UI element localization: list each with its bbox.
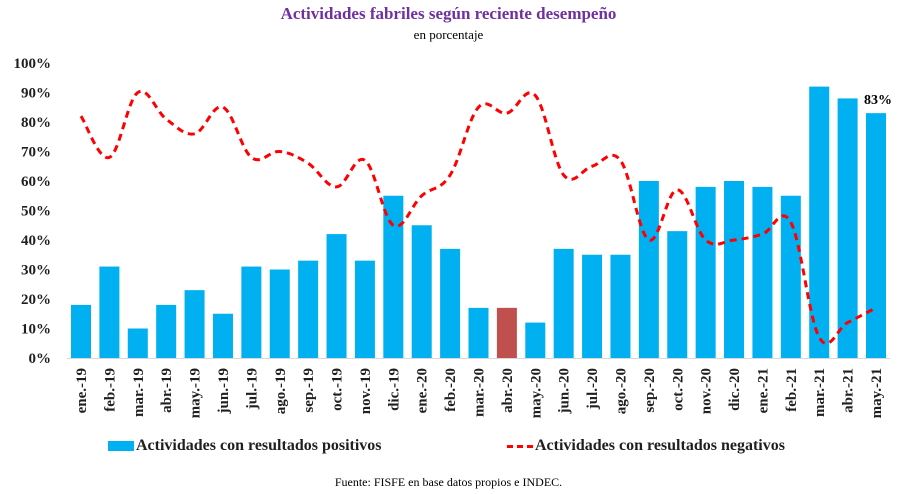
- y-tick-label: 90%: [21, 86, 51, 102]
- legend-label-negative: Actividades con resultados negativos: [535, 437, 785, 454]
- data-label-may.-21: 83%: [864, 93, 892, 108]
- y-tick-label: 60%: [21, 174, 51, 190]
- x-tick-label: oct.-20: [670, 368, 686, 411]
- bar-feb.-19: [99, 266, 120, 358]
- x-tick-label: dic.-19: [386, 368, 402, 411]
- y-axis-ticks: 0% 10% 20% 30% 40% 50% 60% 70% 80% 90% 100%: [14, 56, 52, 367]
- x-tick-label: ago.-20: [613, 368, 629, 414]
- chart-title: Actividades fabriles según reciente dese…: [280, 4, 617, 23]
- x-tick-label: may.-21: [869, 368, 885, 418]
- x-tick-label: oct.-19: [330, 368, 346, 411]
- bar-nov.-19: [354, 260, 375, 358]
- bar-jun.-19: [212, 313, 233, 358]
- y-tick-label: 50%: [21, 204, 51, 220]
- legend-item-positive: Actividades con resultados positivos: [108, 437, 382, 455]
- bar-oct.-20: [667, 231, 688, 358]
- y-tick-label: 30%: [21, 263, 51, 279]
- x-tick-label: may.-20: [528, 368, 544, 418]
- bar-feb.-21: [780, 195, 801, 358]
- bar-dic.-19: [383, 195, 404, 358]
- y-tick-label: 100%: [14, 56, 52, 72]
- x-tick-label: mar.-19: [131, 368, 147, 417]
- bar-abr.-19: [156, 304, 177, 358]
- bar-jul.-20: [582, 254, 603, 358]
- bar-mar.-21: [809, 86, 830, 358]
- bar-abr.-21: [837, 98, 858, 359]
- x-tick-label: abr.-19: [159, 368, 175, 413]
- chart-subtitle: en porcentaje: [413, 27, 484, 42]
- x-tick-label: feb.-21: [784, 368, 800, 412]
- x-axis-ticks: ene.-19 feb.-19 mar.-19 abr.-19 may.-19 jun.-…: [74, 368, 885, 418]
- x-tick-label: feb.-19: [102, 368, 118, 412]
- x-tick-label: jun.-20: [557, 368, 573, 414]
- x-tick-label: jul.-19: [244, 368, 260, 410]
- bar-feb.-20: [440, 248, 461, 358]
- legend-label-positive: Actividades con resultados positivos: [136, 437, 382, 454]
- chart-plot: 0% 10% 20% 30% 40% 50% 60% 70% 80% 90% 100% ene.-1…: [14, 56, 893, 418]
- legend-bar-swatch: [108, 441, 134, 451]
- x-tick-label: ene.-20: [415, 368, 431, 413]
- y-tick-label: 0%: [29, 351, 52, 367]
- x-tick-label: nov.-19: [358, 368, 374, 414]
- x-tick-label: sep.-19: [301, 368, 317, 413]
- bar-nov.-20: [695, 186, 716, 358]
- bar-ene.-21: [752, 186, 773, 358]
- x-tick-label: mar.-20: [472, 368, 488, 417]
- bar-sep.-20: [638, 181, 659, 358]
- bar-sep.-19: [298, 260, 319, 358]
- x-tick-label: ene.-21: [755, 368, 771, 413]
- bar-ene.-19: [71, 304, 91, 358]
- x-tick-label: dic.-20: [727, 368, 743, 411]
- x-tick-label: jul.-20: [585, 368, 601, 410]
- bar-may.-21: [866, 113, 886, 359]
- bar-may.-20: [525, 322, 546, 358]
- legend-item-negative: Actividades con resultados negativos: [507, 437, 785, 455]
- bar-ago.-19: [269, 269, 290, 358]
- y-tick-label: 70%: [21, 145, 51, 161]
- y-tick-label: 40%: [21, 233, 51, 249]
- negative-results-line: [79, 89, 877, 345]
- x-tick-label: may.-19: [188, 368, 204, 418]
- bar-series: [71, 86, 886, 359]
- bar-ene.-20: [411, 225, 432, 358]
- bar-oct.-19: [326, 234, 347, 358]
- x-tick-label: abr.-20: [500, 368, 516, 413]
- x-tick-label: sep.-20: [642, 368, 658, 413]
- x-tick-label: mar.-21: [812, 368, 828, 417]
- x-tick-label: nov.-20: [699, 368, 715, 414]
- x-tick-label: feb.-20: [443, 368, 459, 412]
- x-tick-label: ene.-19: [74, 368, 90, 413]
- data-labels: 83%: [864, 93, 892, 108]
- legend-dashed-line-swatch: [507, 444, 533, 448]
- bar-dic.-20: [724, 181, 745, 358]
- x-tick-label: ago.-19: [273, 368, 289, 414]
- bar-mar.-20: [468, 307, 489, 358]
- y-tick-label: 10%: [21, 322, 51, 338]
- bar-ago.-20: [610, 254, 631, 358]
- x-tick-label: jun.-19: [216, 368, 232, 414]
- bar-may.-19: [184, 290, 205, 358]
- bar-jun.-20: [553, 248, 574, 358]
- bar-jul.-19: [241, 266, 262, 358]
- bar-abr.-20: [496, 307, 517, 358]
- y-tick-label: 20%: [21, 292, 51, 308]
- source-note: Fuente: FISFE en base datos propios e IN…: [334, 475, 563, 489]
- bar-mar.-19: [127, 328, 148, 358]
- x-tick-label: abr.-21: [841, 368, 857, 413]
- y-tick-label: 80%: [21, 115, 51, 131]
- legend: Actividades con resultados positivos Act…: [0, 437, 897, 459]
